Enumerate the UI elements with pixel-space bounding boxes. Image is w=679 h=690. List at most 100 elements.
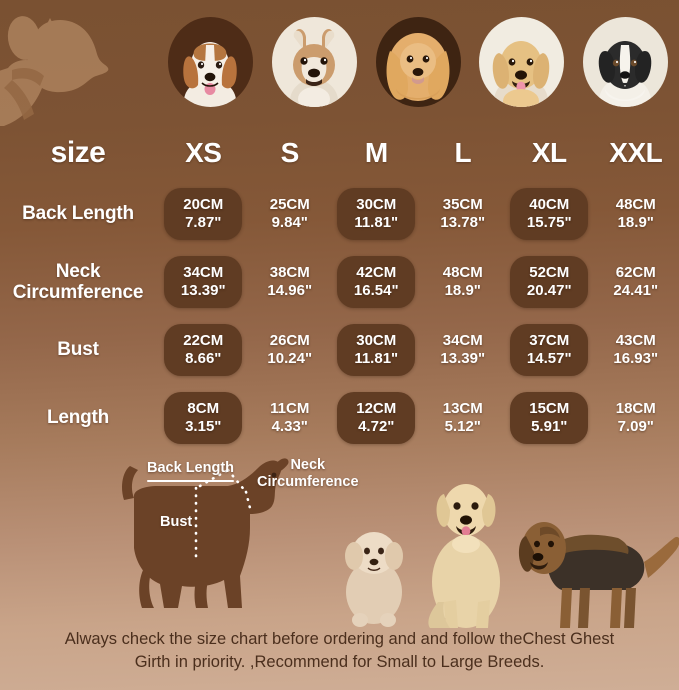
size-header-label: XXL	[609, 137, 663, 168]
measure-cm: 20CM	[183, 195, 224, 213]
measure-pill: 30CM 11.81"	[337, 324, 416, 376]
measure-pill: 18CM 7.09"	[597, 392, 675, 444]
measure-cell: 48CM 18.9"	[593, 188, 679, 240]
measure-cell: 20CM 7.87"	[160, 188, 247, 240]
measure-inch: 7.87"	[185, 214, 222, 231]
measure-cell: 48CM 18.9"	[420, 256, 507, 308]
size-header-cell: XL	[506, 137, 593, 169]
measure-inch: 5.91"	[531, 418, 568, 435]
caption-line2: Ghest Girth in priority. ,Recommend for …	[134, 630, 615, 672]
measure-cm: 8CM	[187, 399, 220, 417]
size-corner-label: size	[50, 136, 106, 170]
breed-portrait-strip	[168, 16, 668, 108]
measure-inch: 24.41"	[613, 282, 659, 299]
size-header-cell: S	[247, 137, 334, 169]
size-header-label: M	[364, 137, 388, 168]
measure-cell: 34CM 13.39"	[160, 256, 247, 308]
measure-inch: 3.15"	[185, 418, 222, 435]
measure-cell: 52CM 20.47"	[506, 256, 593, 308]
measure-pill: 52CM 20.47"	[510, 256, 589, 308]
measure-cell: 42CM 16.54"	[333, 256, 420, 308]
measure-cm: 48CM	[442, 263, 483, 281]
measure-inch: 5.12"	[444, 418, 481, 435]
table-header-row: size XS S M L XL XXL	[0, 126, 679, 180]
measure-cell: 25CM 9.84"	[247, 188, 334, 240]
measure-cell: 38CM 14.96"	[247, 256, 334, 308]
caption-line1: Always check the size chart before order…	[64, 630, 566, 648]
measure-pill: 22CM 8.66"	[164, 324, 243, 376]
measure-cell: 37CM 14.57"	[506, 324, 593, 376]
measure-inch: 4.33"	[271, 418, 308, 435]
size-header-cell: L	[420, 137, 507, 169]
measure-pill: 20CM 7.87"	[164, 188, 243, 240]
measure-pill: 42CM 16.54"	[337, 256, 416, 308]
size-header-label: L	[454, 137, 472, 168]
measure-cell: 40CM 15.75"	[506, 188, 593, 240]
measure-inch: 13.39"	[180, 282, 226, 299]
measure-cell: 35CM 13.78"	[420, 188, 507, 240]
measure-cell: 43CM 16.93"	[593, 324, 679, 376]
measure-cm: 40CM	[529, 195, 570, 213]
measure-cm: 30CM	[356, 331, 397, 349]
row-label: Length	[46, 407, 110, 429]
measure-inch: 14.96"	[267, 282, 313, 299]
beagle-portrait	[168, 17, 253, 107]
diagram-bust-label: Bust	[160, 514, 193, 530]
measure-pill: 34CM 13.39"	[164, 256, 243, 308]
row-label-line1: Neck	[55, 260, 101, 282]
border-collie-portrait	[583, 17, 668, 107]
cocker-spaniel-portrait	[375, 17, 461, 107]
measure-pill: 62CM 24.41"	[597, 256, 675, 308]
measure-pill: 15CM 5.91"	[510, 392, 589, 444]
measure-cm: 12CM	[356, 399, 397, 417]
measure-cm: 34CM	[442, 331, 483, 349]
size-header-cell: M	[333, 137, 420, 169]
measure-cell: 13CM 5.12"	[420, 392, 507, 444]
measure-cell: 26CM 10.24"	[247, 324, 334, 376]
size-header-cell: XXL	[593, 137, 679, 169]
measure-inch: 13.78"	[440, 214, 486, 231]
measure-inch: 9.84"	[271, 214, 308, 231]
measure-cm: 26CM	[269, 331, 310, 349]
measurement-diagram: Back Length Neck Circumference Bust	[100, 448, 390, 623]
french-bulldog-portrait	[271, 17, 357, 107]
size-header-label: XL	[531, 137, 567, 168]
measure-cm: 15CM	[529, 399, 570, 417]
measure-cm: 37CM	[529, 331, 570, 349]
measure-cm: 52CM	[529, 263, 570, 281]
measure-pill: 30CM 11.81"	[337, 188, 416, 240]
table-row: Bust 22CM 8.66" 26CM 10.24" 30CM 11.81" 34C…	[0, 316, 679, 384]
measure-cm: 35CM	[442, 195, 483, 213]
measure-pill: 37CM 14.57"	[510, 324, 589, 376]
golden-retriever-portrait	[479, 17, 565, 107]
measure-cell: 62CM 24.41"	[593, 256, 679, 308]
labrador-photo	[428, 484, 500, 628]
measure-inch: 18.9"	[444, 282, 481, 299]
measure-pill: 38CM 14.96"	[251, 256, 329, 308]
measure-cm: 30CM	[356, 195, 397, 213]
measure-pill: 35CM 13.78"	[424, 188, 502, 240]
measure-inch: 16.54"	[353, 282, 399, 299]
measure-cell: 15CM 5.91"	[506, 392, 593, 444]
size-table: size XS S M L XL XXL Back Length 20CM 7.8…	[0, 126, 679, 452]
measure-pill: 48CM 18.9"	[597, 188, 675, 240]
measure-cell: 30CM 11.81"	[333, 188, 420, 240]
measure-inch: 11.81"	[354, 350, 399, 367]
measure-cell: 34CM 13.39"	[420, 324, 507, 376]
measure-cm: 34CM	[183, 263, 224, 281]
measure-cm: 18CM	[615, 399, 656, 417]
hound-photo	[518, 522, 679, 628]
measure-cell: 22CM 8.66"	[160, 324, 247, 376]
neck-label-line1: Neck	[290, 457, 326, 473]
table-row: Length 8CM 3.15" 11CM 4.33" 12CM 4.72" 13CM…	[0, 384, 679, 452]
measure-pill: 34CM 13.39"	[424, 324, 502, 376]
measure-inch: 18.9"	[617, 214, 654, 231]
measure-pill: 43CM 16.93"	[597, 324, 675, 376]
measure-inch: 16.93"	[613, 350, 659, 367]
measure-inch: 13.39"	[440, 350, 486, 367]
measure-inch: 11.81"	[354, 214, 399, 231]
measure-cm: 38CM	[269, 263, 310, 281]
measure-cm: 22CM	[183, 331, 224, 349]
measure-cm: 25CM	[269, 195, 310, 213]
